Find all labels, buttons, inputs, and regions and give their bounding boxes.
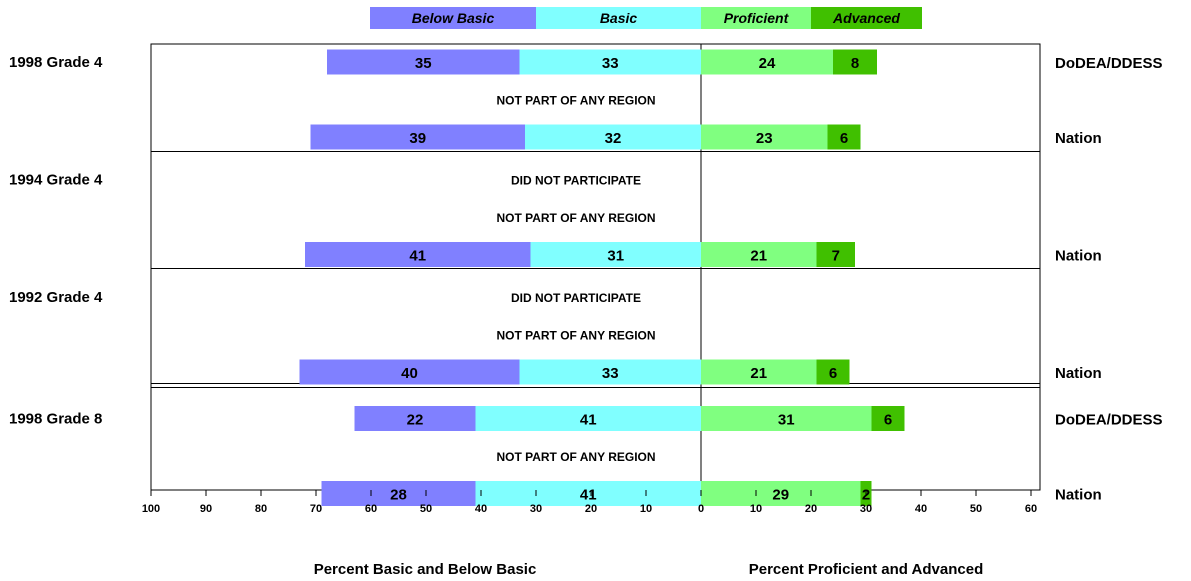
bar-below-basic [327,49,520,75]
data-label-advanced: 6 [884,412,892,429]
bar-below-basic [305,242,531,267]
data-label-advanced: 7 [832,248,840,265]
legend-label-basic: Basic [600,10,638,26]
data-label-below-basic: 28 [390,487,407,504]
x-tick-label: 10 [750,503,762,515]
bar-proficient [701,124,828,150]
x-tick-label: 50 [970,503,982,515]
legend-label-proficient: Proficient [724,10,790,26]
bar-basic [519,49,701,75]
row-label: Nation [1055,487,1102,504]
bar-below-basic [299,359,520,385]
group-label: 1994 Grade 4 [9,172,103,189]
row-label: Nation [1055,365,1102,382]
x-tick-label: 90 [200,503,212,515]
x-tick-label: 20 [805,503,817,515]
data-label-proficient: 21 [750,248,767,265]
data-label-advanced: 8 [851,55,859,72]
bar-proficient [701,242,817,267]
x-tick-label: 80 [255,503,267,515]
bar-proficient [701,49,833,75]
bar-proficient [701,481,861,506]
data-label-proficient: 29 [772,487,789,504]
bar-basic [475,481,701,506]
row-note: NOT PART OF ANY REGION [496,211,655,225]
x-tick-label: 0 [698,503,704,515]
data-label-basic: 31 [607,248,624,265]
data-label-basic: 41 [580,487,597,504]
row-note: DID NOT PARTICIPATE [511,291,641,305]
x-tick-label: 100 [142,503,160,515]
x-tick-label: 40 [475,503,487,515]
row-label: DoDEA/DDESS [1055,412,1163,429]
bar-below-basic [310,124,525,150]
data-label-below-basic: 35 [415,55,432,72]
x-tick-label: 10 [640,503,652,515]
bar-advanced [827,124,861,150]
row-note: DID NOT PARTICIPATE [511,174,641,188]
group-label: 1998 Grade 4 [9,54,103,71]
bar-basic [475,406,701,431]
bar-basic [530,242,701,267]
bar-basic [519,359,701,385]
x-tick-label: 50 [420,503,432,515]
bar-basic [525,124,701,150]
legend-swatch-basic [536,7,701,29]
bar-advanced [871,406,905,431]
row-label: Nation [1055,248,1102,265]
legend-label-advanced: Advanced [832,10,900,26]
bar-advanced [816,359,850,385]
data-label-basic: 32 [605,130,622,147]
row-label: Nation [1055,130,1102,147]
legend-label-below-basic: Below Basic [412,10,495,26]
group-label: 1998 Grade 8 [9,411,102,428]
bar-advanced [833,49,877,75]
legend-swatch-proficient [701,7,811,29]
data-label-advanced: 6 [829,365,837,382]
data-label-below-basic: 39 [409,130,426,147]
data-label-basic: 33 [602,365,619,382]
x-tick-label: 60 [1025,503,1037,515]
x-tick-label: 60 [365,503,377,515]
bar-proficient [701,406,872,431]
x-axis-label-right: Percent Proficient and Advanced [749,561,984,578]
x-tick-label: 30 [860,503,872,515]
data-label-below-basic: 22 [407,412,424,429]
bar-proficient [701,359,817,385]
data-label-basic: 41 [580,412,597,429]
group-label: 1992 Grade 4 [9,289,103,306]
x-axis-label-left: Percent Basic and Below Basic [314,561,537,578]
x-tick-label: 30 [530,503,542,515]
data-label-below-basic: 40 [401,365,418,382]
row-labels: 1998 Grade 4 DoDEA/DDESS NOT PART OF ANY R… [9,54,1163,504]
bar-advanced [816,242,855,267]
row-note: NOT PART OF ANY REGION [496,94,655,108]
data-label-basic: 33 [602,55,619,72]
data-label-advanced: 6 [840,130,848,147]
data-label-proficient: 31 [778,412,795,429]
bars: 35 33 24 8 39 32 23 6 41 31 21 7 40 33 21 6 22 41 31 6 28 41 2… [299,49,905,506]
legend-swatch-advanced [811,7,922,29]
x-tick-label: 20 [585,503,597,515]
legend-swatch-below-basic [370,7,536,29]
data-label-below-basic: 41 [409,248,426,265]
data-label-proficient: 24 [759,55,776,72]
legend: Below Basic Basic Proficient Advanced [370,7,922,29]
row-label: DoDEA/DDESS [1055,55,1163,72]
bar-below-basic [354,406,476,431]
row-note: NOT PART OF ANY REGION [496,329,655,343]
x-axis: 100 90 80 70 60 50 40 30 20 10 0 10 20 30 40 50 60 [142,490,1037,515]
data-label-proficient: 23 [756,130,773,147]
x-tick-label: 40 [915,503,927,515]
data-label-proficient: 21 [750,365,767,382]
bar-below-basic [321,481,476,506]
row-note: NOT PART OF ANY REGION [496,450,655,464]
x-tick-label: 70 [310,503,322,515]
